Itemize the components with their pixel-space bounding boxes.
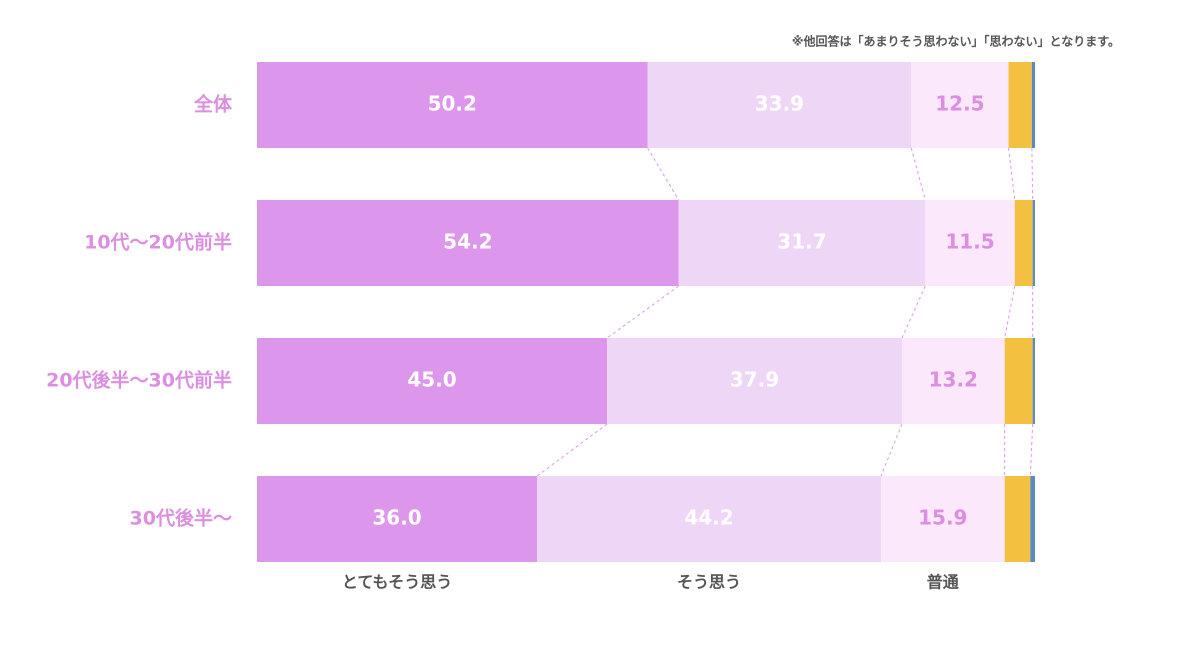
bar-segment (647, 62, 912, 148)
value-label: 50.2 (428, 92, 477, 116)
connector (880, 423, 903, 477)
bar-segment (1030, 476, 1035, 562)
note: ※他回答は「あまりそう思わない」「思わない」となります。 (792, 34, 1120, 49)
bar-segment (1032, 338, 1035, 424)
connector (1031, 147, 1034, 201)
value-label: 54.2 (443, 230, 492, 254)
connector (1029, 423, 1034, 477)
category-label: 全体 (193, 93, 233, 116)
value-label: 37.9 (730, 368, 779, 392)
bar-segment (1032, 200, 1035, 286)
value-label: 44.2 (684, 506, 733, 530)
bar-segment (537, 476, 881, 562)
connector (536, 423, 608, 477)
connector (1004, 285, 1016, 339)
category-label: 20代後半～30代前半 (46, 369, 232, 392)
legend-label: 普通 (927, 573, 959, 592)
connector (606, 285, 679, 339)
connector (1008, 147, 1016, 201)
bar-segment (1004, 338, 1033, 424)
value-label: 12.5 (935, 92, 984, 116)
category-label: 30代後半～ (130, 507, 232, 530)
bar-segment (257, 338, 608, 424)
bar-segment (1031, 62, 1035, 148)
bar-segment (1014, 200, 1033, 286)
value-label: 31.7 (777, 230, 826, 254)
connector (910, 147, 926, 201)
connector (647, 147, 680, 201)
value-label: 15.9 (918, 506, 967, 530)
value-label: 13.2 (929, 368, 978, 392)
legend-label: そう思う (677, 573, 741, 592)
value-label: 45.0 (407, 368, 456, 392)
bar-segment (1008, 62, 1032, 148)
bar-segment (607, 338, 902, 424)
bar-segment (880, 476, 1005, 562)
legend-label: とてもそう思う (342, 573, 452, 592)
value-label: 33.9 (755, 92, 804, 116)
bar-segment (257, 62, 648, 148)
bar-segment (678, 200, 926, 286)
connector (901, 285, 926, 339)
bar-segment (1004, 476, 1031, 562)
bar-segment (925, 200, 1015, 286)
bar-segment (901, 338, 1005, 424)
category-label: 10代～20代前半 (84, 231, 232, 254)
value-label: 36.0 (372, 506, 421, 530)
bar-segment (257, 476, 538, 562)
value-label: 11.5 (945, 230, 994, 254)
bar-segment (257, 200, 679, 286)
bar-segment (911, 62, 1009, 148)
